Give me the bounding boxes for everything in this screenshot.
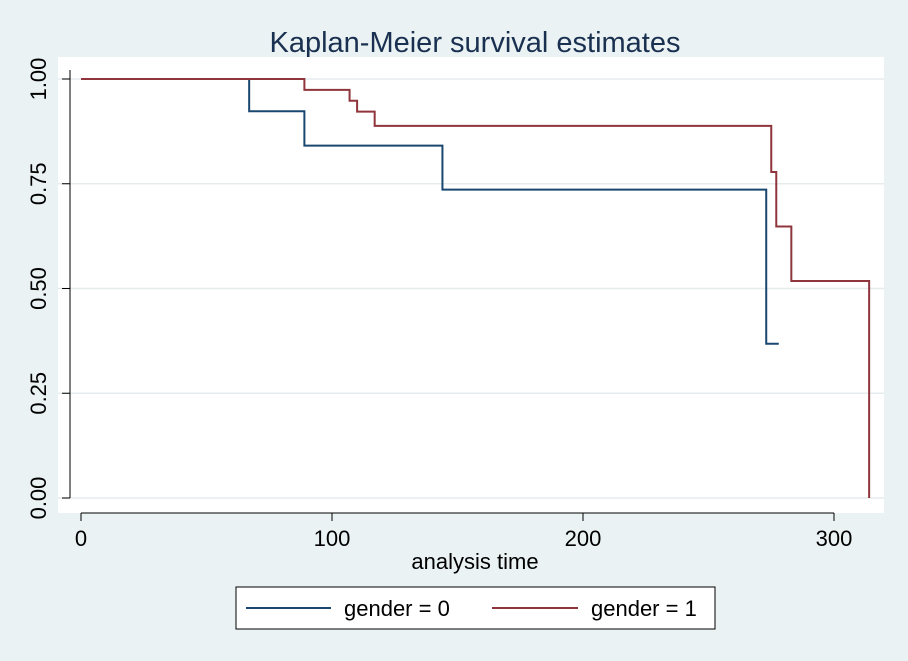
y-tick-label: 0.50 bbox=[26, 267, 51, 310]
series-layer bbox=[81, 78, 871, 498]
grid-lines bbox=[58, 78, 884, 499]
y-tick-label: 0.00 bbox=[26, 477, 51, 520]
x-axis-title: analysis time bbox=[411, 549, 538, 574]
plot-area bbox=[58, 57, 884, 513]
legend-label-gender-0: gender = 0 bbox=[344, 596, 450, 621]
chart-title: Kaplan-Meier survival estimates bbox=[270, 27, 681, 59]
x-tick-label: 200 bbox=[565, 526, 602, 551]
series-line-gender-0 bbox=[81, 78, 779, 345]
y-tick-label: 0.25 bbox=[26, 372, 51, 415]
x-ticks: 0 100 200 300 bbox=[75, 513, 852, 551]
legend-label-gender-1: gender = 1 bbox=[591, 596, 697, 621]
legend: gender = 0 gender = 1 bbox=[235, 586, 716, 630]
y-tick-label: 1.00 bbox=[26, 58, 51, 101]
series-line-gender-1 bbox=[81, 78, 871, 498]
axes bbox=[69, 70, 834, 514]
x-tick-label: 0 bbox=[75, 526, 87, 551]
y-tick-label: 0.75 bbox=[26, 162, 51, 205]
x-tick-label: 100 bbox=[314, 526, 351, 551]
x-tick-label: 300 bbox=[816, 526, 853, 551]
y-ticks: 0.00 0.25 0.50 0.75 1.00 bbox=[26, 58, 70, 520]
